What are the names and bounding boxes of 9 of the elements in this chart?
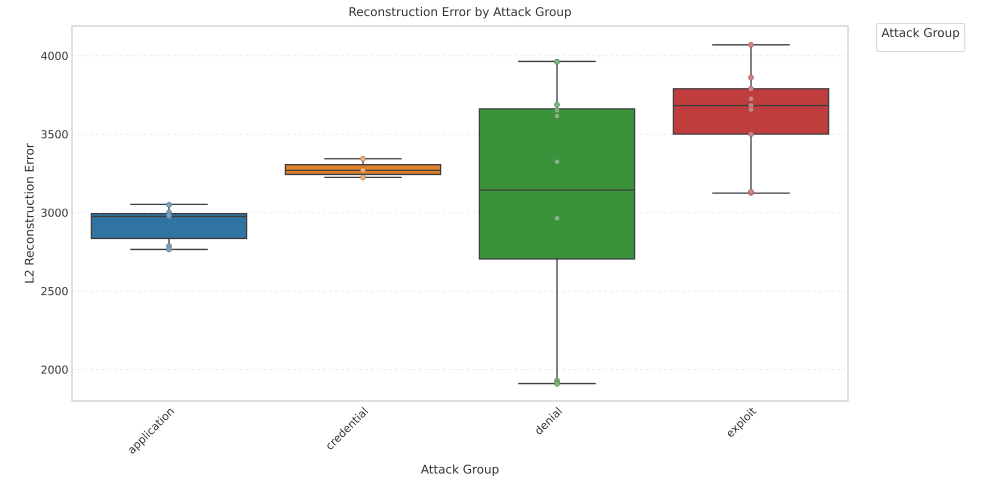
y-tick-label: 2000 bbox=[41, 365, 68, 374]
y-tick-label: 3500 bbox=[41, 130, 68, 138]
chart-title: Reconstruction Error by Attack Group bbox=[350, 6, 571, 18]
y-tick-label: 4000 bbox=[41, 52, 68, 60]
y-tick-label: 2500 bbox=[41, 287, 68, 296]
y-axis-title: L2 Reconstruction Error bbox=[24, 143, 34, 283]
y-tick-label: 3000 bbox=[41, 208, 68, 217]
x-axis-title: Attack Group bbox=[420, 464, 499, 476]
legend-title: Attack Group bbox=[882, 28, 960, 40]
